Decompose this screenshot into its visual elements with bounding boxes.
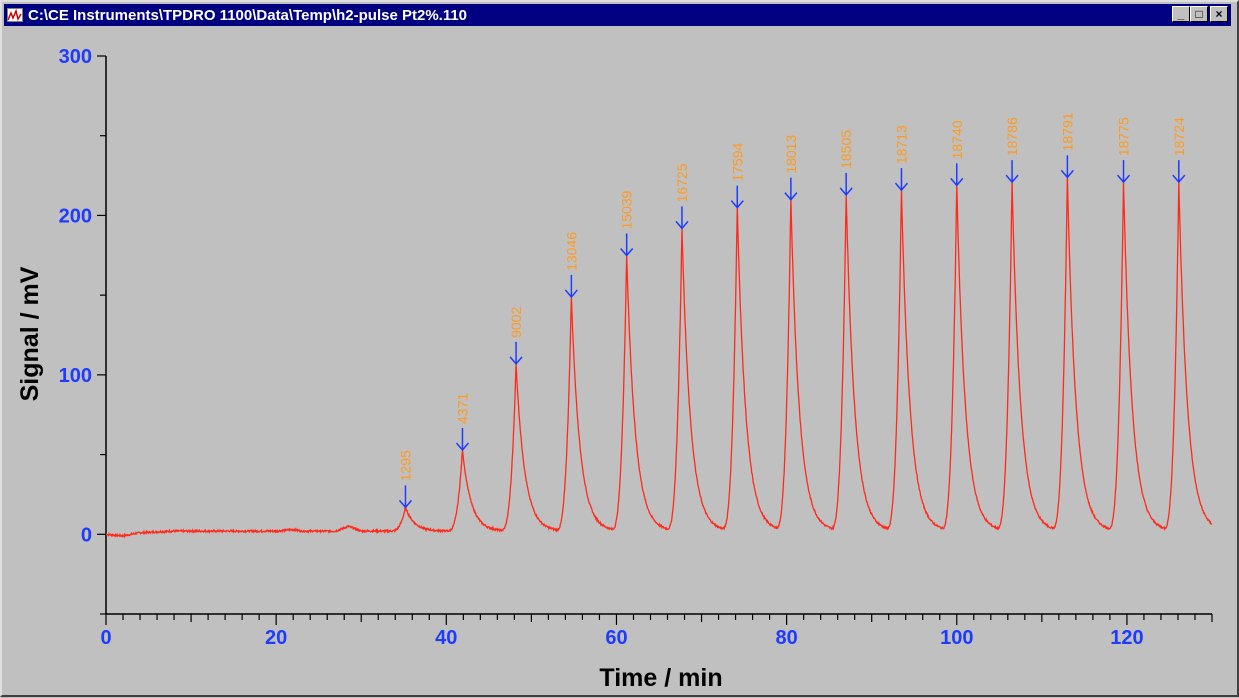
minimize-button[interactable]: _ [1172,6,1190,22]
y-tick-label: 200 [59,205,92,227]
peak-arrow-icon [455,442,470,452]
peak-area-label: 15039 [619,190,635,229]
peak-area-label: 18786 [1004,117,1020,156]
peak-area-label: 17594 [729,143,745,182]
peak-marker: 17594 [729,143,745,209]
x-tick-label: 120 [1110,627,1143,649]
y-axis-label: Signal / mV [16,266,44,401]
y-tick-label: 0 [81,524,92,546]
peak-marker: 18724 [1171,117,1187,184]
peak-marker: 18505 [838,130,854,197]
peak-arrow-icon [1005,174,1019,184]
peak-marker: 18013 [783,135,799,201]
peak-marker: 9002 [508,307,524,366]
peak-area-label: 9002 [508,307,524,338]
x-axis-label: Time / min [599,664,722,692]
window-title: C:\CE Instruments\TPDRO 1100\Data\Temp\h… [28,6,468,24]
peak-marker: 18713 [893,125,909,192]
peak-area-label: 13046 [563,232,579,271]
peak-marker: 1295 [397,450,413,509]
x-tick-label: 0 [100,627,111,649]
signal-trace [105,176,1213,539]
peak-arrow-icon [1116,174,1131,184]
minimize-icon: _ [1177,7,1185,21]
peak-arrow-icon [620,247,634,257]
tpd-pulse-chart: 0 100 200 300 0 20 40 60 80 100 120 1295 4371 9002 13… [16,46,1213,692]
maximize-icon: □ [1195,7,1203,21]
x-tick-label: 60 [605,627,627,649]
chart-area: 0 100 200 300 0 20 40 60 80 100 120 1295 4371 9002 13… [4,27,1233,693]
peak-arrow-icon [564,289,578,299]
peak-area-label: 4371 [454,393,470,424]
peak-marker: 15039 [619,190,635,257]
peak-arrow-icon [675,220,689,230]
peak-arrow-icon [398,499,413,509]
x-tick-label: 40 [435,627,457,649]
peak-marker: 18740 [949,120,965,187]
peak-area-label: 18791 [1059,112,1075,151]
peak-area-label: 18775 [1116,117,1132,156]
peak-arrow-icon [1060,169,1074,179]
x-tick-label: 100 [940,627,973,649]
peak-marker: 13046 [563,232,579,299]
peak-marker: 18775 [1116,117,1132,184]
peak-area-label: 18740 [949,120,965,159]
peak-annotations: 1295 4371 9002 13046 15039 16725 17594 18013 185… [397,112,1187,509]
peak-area-label: 18724 [1171,117,1187,156]
peak-area-label: 18013 [783,135,799,174]
peak-area-label: 18505 [838,130,854,169]
peak-marker: 18791 [1059,112,1075,179]
peak-area-label: 1295 [397,450,413,481]
peak-arrow-icon [784,192,798,201]
peak-arrow-icon [730,200,744,209]
peak-arrow-icon [894,182,909,192]
peak-arrow-icon [1172,174,1186,184]
peak-arrow-icon [839,187,853,197]
maximize-button[interactable]: □ [1190,6,1208,22]
y-tick-label: 300 [59,46,92,68]
peak-marker: 4371 [454,393,470,452]
window-controls: _ □ × [1172,6,1228,22]
peak-arrow-icon [950,177,964,187]
title-bar[interactable]: C:\CE Instruments\TPDRO 1100\Data\Temp\h… [4,4,1231,26]
signal-line [105,176,1213,539]
x-tick-label: 80 [775,627,797,649]
peak-area-label: 16725 [674,163,690,202]
peak-marker: 18786 [1004,117,1020,184]
peak-marker: 16725 [674,163,690,230]
chart-app-icon[interactable] [7,8,23,22]
close-icon: × [1215,7,1223,21]
peak-area-label: 18713 [893,125,909,164]
peak-arrow-icon [509,356,523,366]
x-tick-label: 20 [265,627,287,649]
axes: 0 100 200 300 0 20 40 60 80 100 120 [59,46,1213,649]
close-button[interactable]: × [1210,6,1228,22]
y-tick-label: 100 [59,365,92,387]
